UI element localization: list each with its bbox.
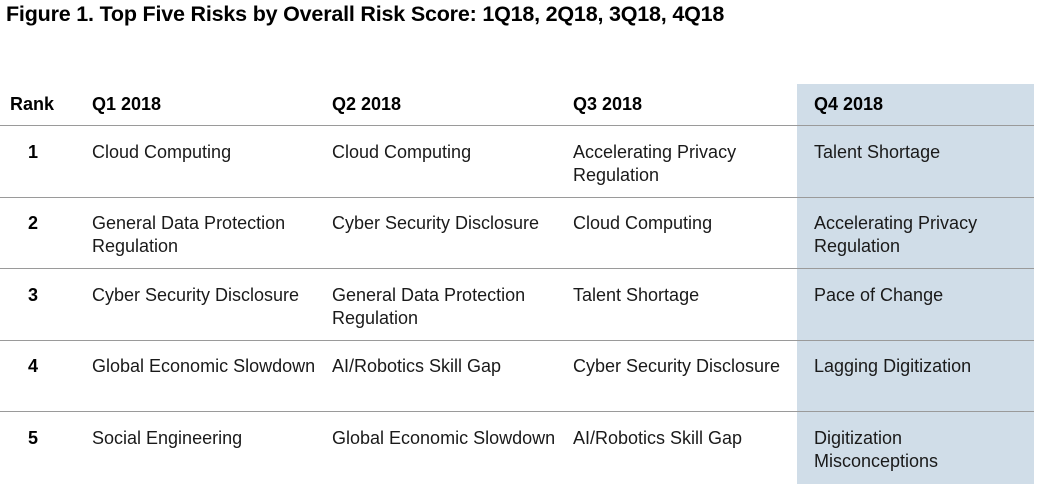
- q1-risk-cell: General Data Protection Regulation: [92, 213, 286, 256]
- header-q3: Q3 2018: [573, 94, 643, 114]
- rank-cell: 3: [28, 285, 39, 305]
- q4-risk-cell: Lagging Digitization: [814, 356, 972, 376]
- table-row: 5 Social Engineering Global Economic Slo…: [0, 412, 1034, 483]
- header-rank: Rank: [10, 94, 55, 114]
- q3-risk-cell: Cloud Computing: [573, 213, 713, 233]
- q2-risk-cell: General Data Protection Regulation: [332, 285, 526, 328]
- rank-cell: 4: [28, 356, 39, 376]
- rank-cell: 2: [28, 213, 39, 233]
- header-q4: Q4 2018: [814, 94, 884, 114]
- figure-title: Figure 1. Top Five Risks by Overall Risk…: [6, 2, 725, 26]
- q1-risk-cell: Cyber Security Disclosure: [92, 285, 300, 305]
- q2-risk-cell: Global Economic Slowdown: [332, 428, 556, 448]
- header-q2: Q2 2018: [332, 94, 402, 114]
- table-row: 1 Cloud Computing Cloud Computing Accele…: [0, 126, 1034, 198]
- q1-risk-cell: Cloud Computing: [92, 142, 232, 162]
- table-row: 4 Global Economic Slowdown AI/Robotics S…: [0, 340, 1034, 412]
- risk-table: Rank Q1 2018 Q2 2018 Q3 2018 Q4 2018 1 C…: [0, 84, 1034, 484]
- q3-risk-cell: Talent Shortage: [573, 285, 700, 305]
- q3-risk-cell: Cyber Security Disclosure: [573, 356, 781, 376]
- q3-risk-cell: Accelerating Privacy Regulation: [573, 142, 737, 185]
- q1-risk-cell: Social Engineering: [92, 428, 243, 448]
- table-row: 2 General Data Protection Regulation Cyb…: [0, 197, 1034, 269]
- q2-risk-cell: Cloud Computing: [332, 142, 472, 162]
- q1-risk-cell: Global Economic Slowdown: [92, 356, 316, 376]
- header-q1: Q1 2018: [92, 94, 162, 114]
- q2-risk-cell: Cyber Security Disclosure: [332, 213, 540, 233]
- rank-cell: 1: [28, 142, 39, 162]
- q4-risk-cell: Pace of Change: [814, 285, 944, 305]
- q4-risk-cell: Talent Shortage: [814, 142, 941, 162]
- q3-risk-cell: AI/Robotics Skill Gap: [573, 428, 743, 448]
- table-row: 3 Cyber Security Disclosure General Data…: [0, 269, 1034, 341]
- q4-highlight-column: [797, 84, 1034, 484]
- q4-risk-cell: Accelerating Privacy Regulation: [814, 213, 978, 256]
- q2-risk-cell: AI/Robotics Skill Gap: [332, 356, 502, 376]
- table-header-row: Rank Q1 2018 Q2 2018 Q3 2018 Q4 2018: [0, 84, 1034, 126]
- q4-risk-cell: Digitization Misconceptions: [814, 428, 939, 471]
- rank-cell: 5: [28, 428, 39, 448]
